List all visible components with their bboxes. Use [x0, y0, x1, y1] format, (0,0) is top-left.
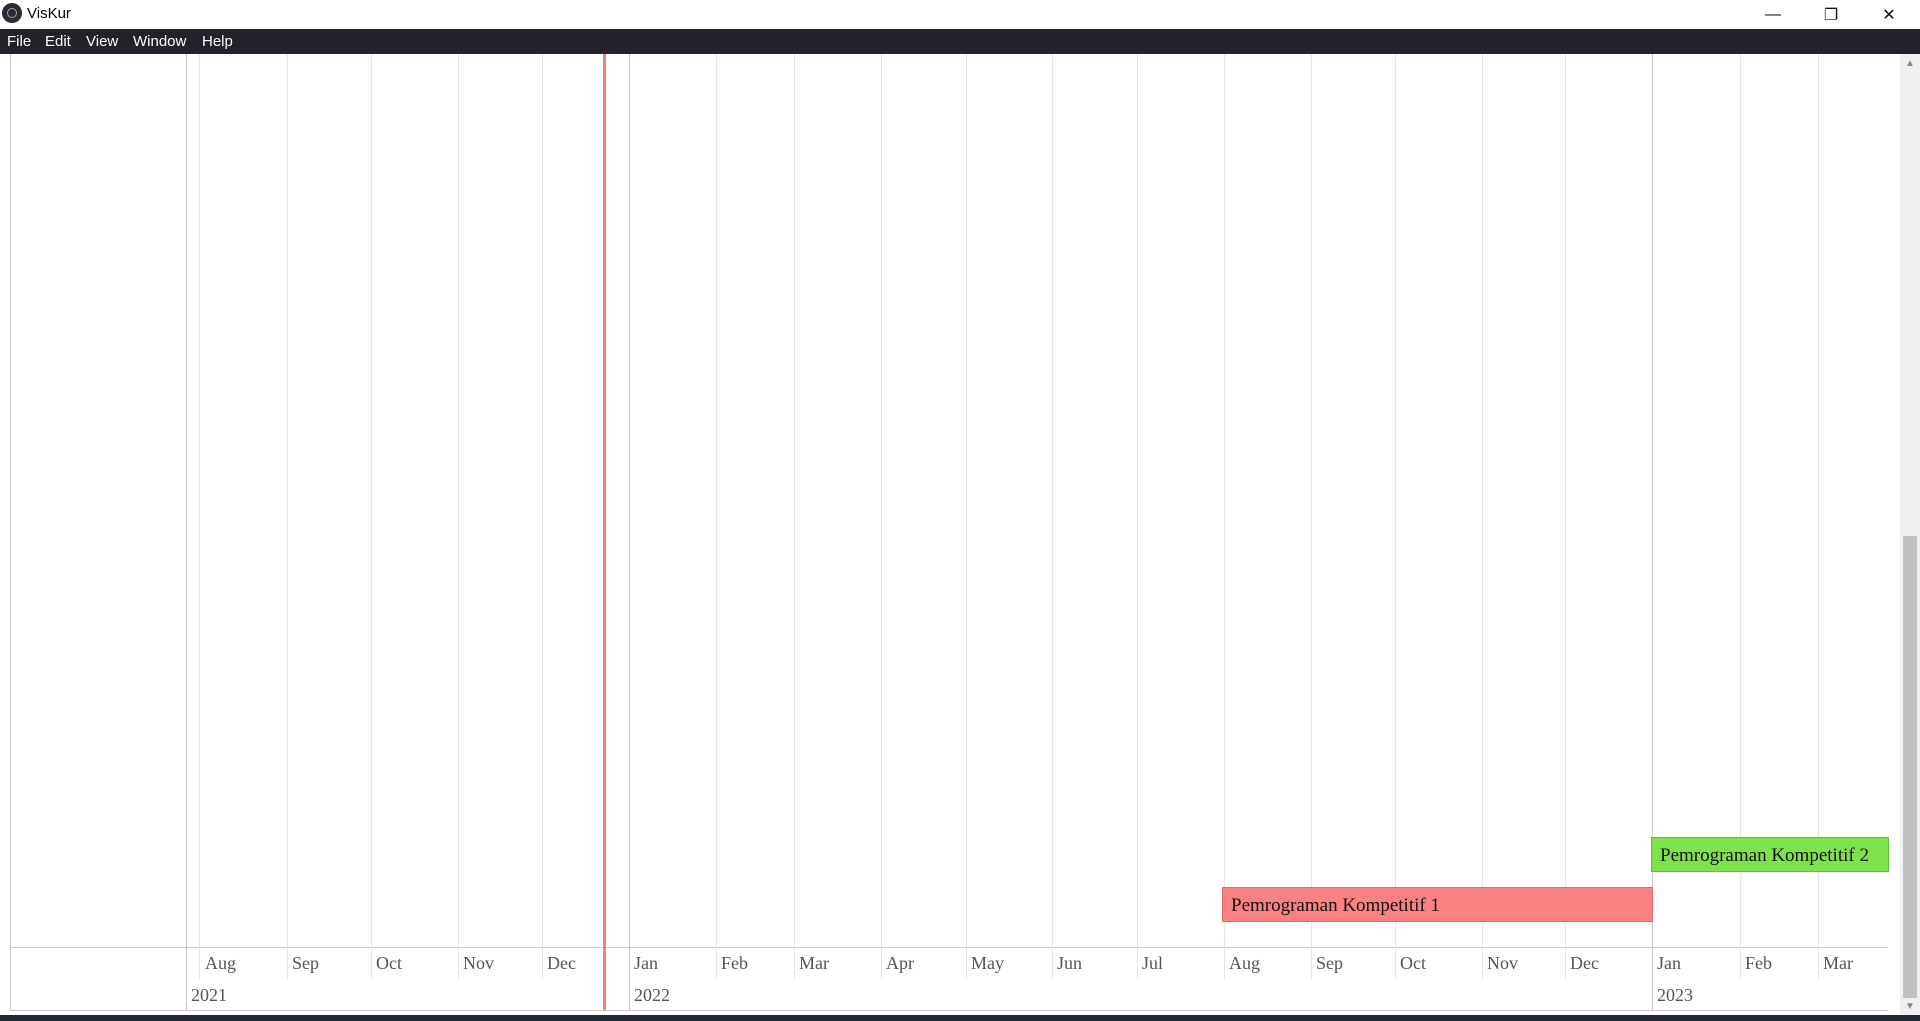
- menu-file[interactable]: File: [7, 33, 32, 50]
- year-line: [186, 54, 187, 1010]
- grid-line: [1395, 54, 1396, 979]
- grid-line: [794, 54, 795, 979]
- year-label: 2023: [1657, 985, 1693, 1005]
- year-line: [1652, 54, 1653, 1010]
- month-label: Jan: [1657, 953, 1681, 973]
- year-label: 2022: [634, 985, 670, 1005]
- menu-edit[interactable]: Edit: [45, 33, 71, 50]
- month-label: Jun: [1057, 953, 1083, 973]
- minimize-button[interactable]: —: [1765, 5, 1781, 23]
- year-line: [629, 54, 630, 1010]
- grid-line: [966, 54, 967, 979]
- month-label: Nov: [463, 953, 494, 973]
- month-label: Aug: [1229, 953, 1260, 973]
- month-label: Sep: [1316, 953, 1343, 973]
- menu-view[interactable]: View: [86, 33, 119, 50]
- grid-line: [371, 54, 372, 979]
- grid-line: [716, 54, 717, 979]
- grid-line: [1311, 54, 1312, 979]
- month-label: Dec: [1570, 953, 1599, 973]
- title-bar: VisKur — ❐ ✕: [0, 0, 1920, 29]
- grid-line: [1052, 54, 1053, 979]
- month-label: Sep: [292, 953, 319, 973]
- month-label: Feb: [1745, 953, 1772, 973]
- year-label: 2021: [191, 985, 227, 1005]
- grid-line: [542, 54, 543, 979]
- month-label: Jan: [634, 953, 658, 973]
- grid-line: [1565, 54, 1566, 979]
- time-axis-line: [10, 947, 1888, 948]
- window-bottom-edge: [0, 1015, 1920, 1021]
- scrollbar-thumb[interactable]: [1903, 536, 1917, 998]
- timeline[interactable]: Aug Sep Oct Nov Dec Jan Feb Mar Apr May …: [0, 54, 1900, 1015]
- vertical-scrollbar[interactable]: ▲ ▼: [1900, 54, 1920, 1015]
- app-logo-icon: [2, 3, 22, 23]
- menu-window[interactable]: Window: [133, 33, 187, 50]
- month-label: Mar: [799, 953, 829, 973]
- grid-line: [458, 54, 459, 979]
- grid-line: [1137, 54, 1138, 979]
- scroll-up-arrow-icon[interactable]: ▲: [1905, 58, 1915, 69]
- month-label: Aug: [205, 953, 236, 973]
- current-time-marker: [603, 54, 606, 1010]
- grid-line: [1224, 54, 1225, 979]
- timeline-left-border: [10, 54, 11, 1010]
- grid-line: [881, 54, 882, 979]
- month-label: Dec: [547, 953, 576, 973]
- close-button[interactable]: ✕: [1882, 6, 1896, 24]
- restore-button[interactable]: ❐: [1823, 6, 1839, 24]
- month-label: Apr: [886, 953, 914, 973]
- month-label: Jul: [1142, 953, 1164, 973]
- grid-line: [1482, 54, 1483, 979]
- menu-help[interactable]: Help: [202, 33, 233, 50]
- scroll-down-arrow-icon[interactable]: ▼: [1905, 1001, 1915, 1012]
- month-label: Mar: [1823, 953, 1853, 973]
- month-label: Nov: [1487, 953, 1518, 973]
- window-title: VisKur: [27, 5, 71, 22]
- timeline-item[interactable]: Pemrograman Kompetitif 2: [1651, 837, 1889, 872]
- grid-line: [287, 54, 288, 979]
- month-label: May: [971, 953, 1004, 973]
- timeline-item[interactable]: Pemrograman Kompetitif 1: [1222, 887, 1653, 922]
- menu-bar: File Edit View Window Help: [0, 29, 1920, 54]
- month-label: Oct: [376, 953, 402, 973]
- month-label: Oct: [1400, 953, 1426, 973]
- month-label: Feb: [721, 953, 748, 973]
- timeline-bottom-border: [10, 1010, 1888, 1011]
- grid-line: [1818, 54, 1819, 979]
- grid-line: [199, 54, 200, 979]
- grid-line: [1740, 54, 1741, 979]
